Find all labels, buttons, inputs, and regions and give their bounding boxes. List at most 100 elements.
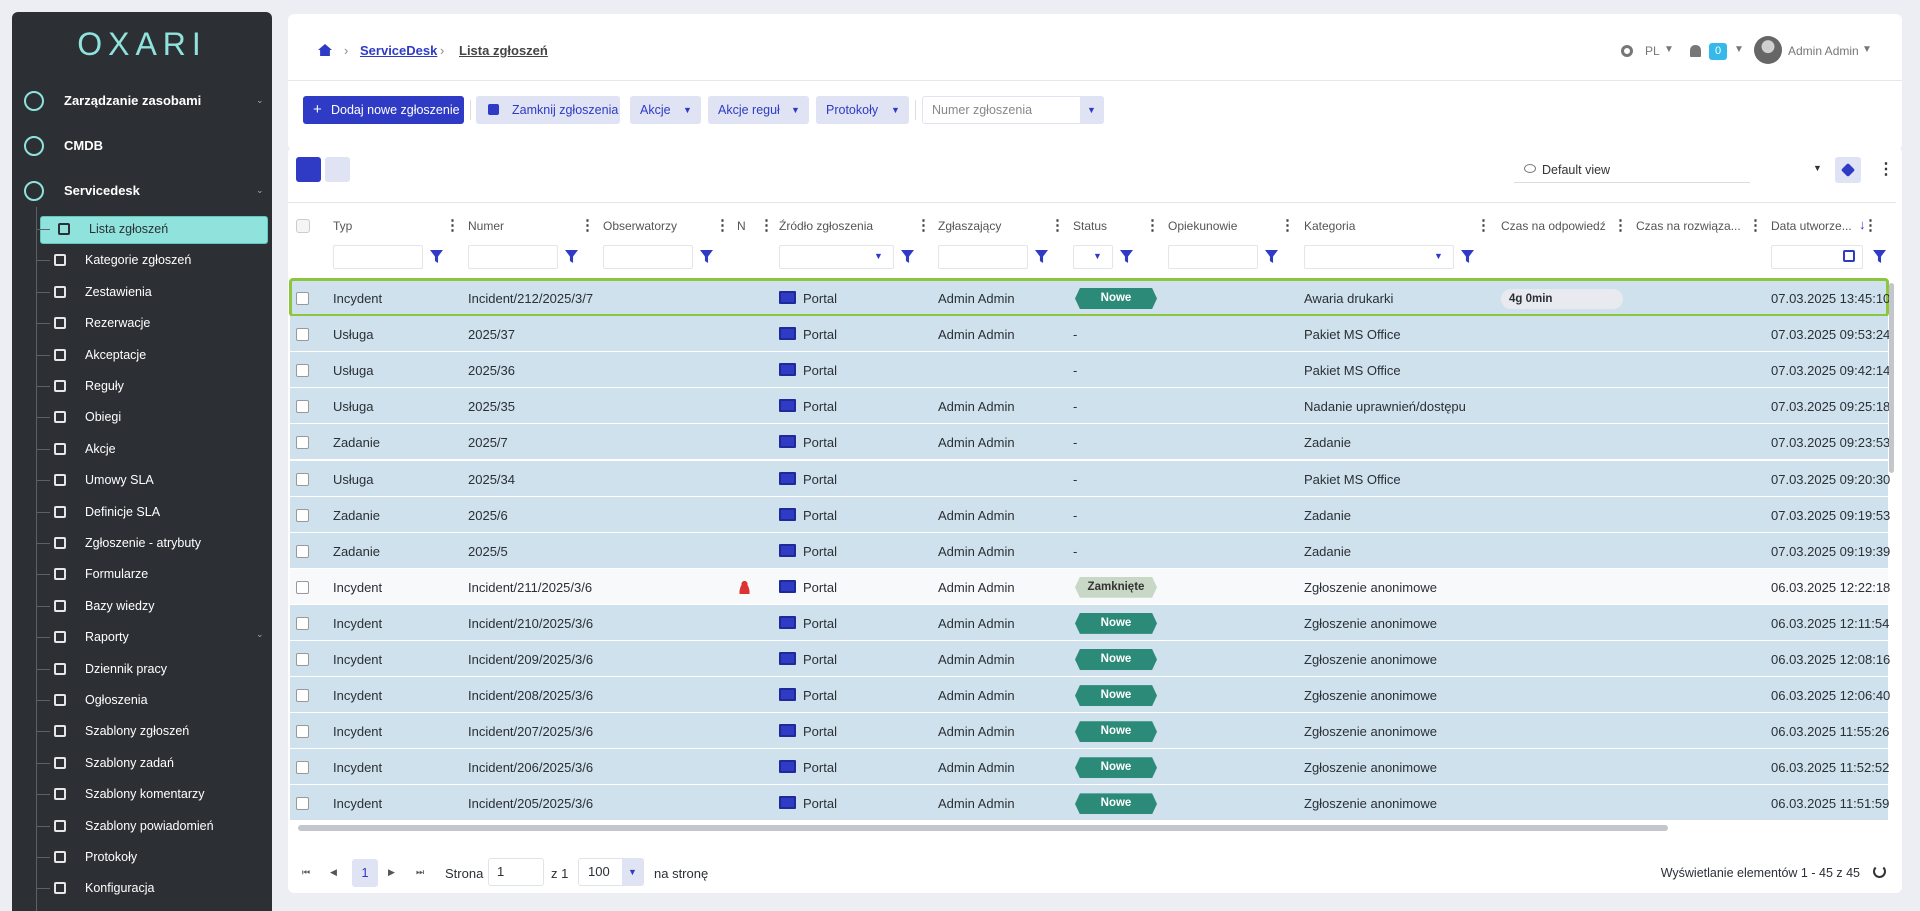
cell-number[interactable]: Incident/205/2025/3/6 <box>468 796 594 812</box>
row-checkbox[interactable] <box>296 364 309 378</box>
filter-input[interactable] <box>1073 245 1113 269</box>
view-select[interactable]: Default view <box>1514 157 1750 183</box>
filter-input[interactable] <box>779 245 894 269</box>
cell-number[interactable]: Incident/207/2025/3/6 <box>468 724 594 740</box>
nav-section[interactable]: Servicedesk <box>64 183 140 198</box>
columns-view-button[interactable] <box>325 157 350 182</box>
row-checkbox[interactable] <box>296 400 309 414</box>
nav-item[interactable]: Kategorie zgłoszeń <box>85 253 192 268</box>
nav-item[interactable]: Konfiguracja <box>85 881 155 896</box>
cell-number[interactable]: Incident/209/2025/3/6 <box>468 652 594 667</box>
protocols-button[interactable]: Protokoły <box>816 96 909 124</box>
nav-item[interactable]: Akceptacje <box>85 347 147 362</box>
column-menu[interactable]: ⋮ <box>1613 217 1628 234</box>
table-row[interactable] <box>290 388 1888 425</box>
nav-item[interactable]: Definicje SLA <box>85 504 161 519</box>
cell-number[interactable]: 2025/6 <box>468 507 508 523</box>
row-checkbox[interactable] <box>296 436 309 450</box>
cell-number[interactable]: Incident/206/2025/3/6 <box>468 760 594 776</box>
pager-nav[interactable]: ◀ <box>330 867 337 877</box>
table-row[interactable] <box>290 532 1888 569</box>
filter-button[interactable] <box>700 250 713 263</box>
cell-number[interactable]: 2025/7 <box>468 435 508 451</box>
pager-nav[interactable]: ▶ <box>388 867 395 877</box>
cell-number[interactable]: Incident/211/2025/3/6 <box>468 579 593 595</box>
rule-actions-button[interactable]: Akcje reguł <box>708 96 809 124</box>
row-checkbox[interactable] <box>296 725 309 739</box>
column-menu[interactable]: ⋮ <box>1863 217 1878 234</box>
column-menu[interactable]: ⋮ <box>445 217 460 234</box>
avatar[interactable] <box>1754 36 1782 64</box>
nav-section[interactable]: CMDB <box>64 138 103 153</box>
pager-nav[interactable]: ⏮ <box>302 867 311 877</box>
column-menu[interactable]: ⋮ <box>916 217 931 234</box>
row-checkbox[interactable] <box>296 544 309 558</box>
column-header[interactable]: Czas na odpowiedź <box>1501 219 1606 233</box>
cell-number[interactable]: 2025/34 <box>468 471 515 487</box>
select-all[interactable] <box>296 219 310 233</box>
user-name[interactable]: Admin Admin <box>1788 44 1859 58</box>
filter-button[interactable] <box>1873 250 1886 263</box>
row-checkbox[interactable] <box>296 616 309 630</box>
column-menu[interactable]: ⋮ <box>1050 217 1065 234</box>
filter-input[interactable] <box>603 245 693 269</box>
filter-input[interactable] <box>333 245 423 269</box>
filter-button[interactable] <box>430 250 443 263</box>
nav-item[interactable]: Dziennik pracy <box>85 661 167 676</box>
table-row[interactable] <box>290 352 1888 389</box>
date-filter-input[interactable] <box>1771 245 1863 269</box>
nav-item[interactable]: Lista zgłoszeń <box>89 222 169 236</box>
nav-item[interactable]: Szablony zadań <box>85 755 174 770</box>
cell-number[interactable]: 2025/36 <box>468 363 515 379</box>
filter-button[interactable] <box>1265 250 1278 263</box>
column-menu[interactable]: ⋮ <box>1145 217 1160 234</box>
nav-item[interactable]: Akcje <box>85 441 116 456</box>
filter-button[interactable] <box>901 250 914 263</box>
column-header[interactable]: N <box>737 219 746 233</box>
row-checkbox[interactable] <box>296 689 309 703</box>
nav-item[interactable]: Protokoły <box>85 850 138 864</box>
filter-input[interactable] <box>1304 245 1454 269</box>
refresh[interactable] <box>1873 865 1886 878</box>
cell-number[interactable]: Incident/212/2025/3/7 <box>468 291 594 306</box>
column-menu[interactable]: ⋮ <box>1476 217 1491 234</box>
row-checkbox[interactable] <box>296 653 309 666</box>
bell-icon[interactable] <box>1690 45 1701 57</box>
table-row[interactable] <box>290 460 1888 497</box>
row-checkbox[interactable] <box>296 761 309 775</box>
filter-button[interactable] <box>565 250 578 263</box>
home-icon[interactable] <box>318 44 332 56</box>
page-input[interactable]: 1 <box>488 858 544 886</box>
row-checkbox[interactable] <box>296 580 309 594</box>
notification-badge[interactable]: 0 <box>1709 43 1727 60</box>
filter-button[interactable] <box>1120 250 1133 263</box>
nav-item[interactable]: Raporty <box>85 630 129 645</box>
filter-button[interactable] <box>1461 250 1474 263</box>
nav-item[interactable]: Szablony komentarzy <box>85 787 205 802</box>
nav-item[interactable]: Umowy SLA <box>85 473 154 488</box>
row-checkbox[interactable] <box>296 797 309 811</box>
column-header[interactable]: Zgłaszający <box>938 219 1002 233</box>
cell-number[interactable]: Incident/210/2025/3/6 <box>468 615 594 631</box>
close-button[interactable]: Zamknij zgłoszenia <box>476 96 620 124</box>
column-menu[interactable]: ⋮ <box>759 217 774 234</box>
more-menu[interactable]: ⋮ <box>1878 161 1894 178</box>
row-checkbox[interactable] <box>296 328 309 342</box>
column-header[interactable]: Data utworze... <box>1771 219 1852 233</box>
column-header[interactable]: Obserwatorzy <box>603 219 678 233</box>
column-header[interactable]: Typ <box>333 219 353 233</box>
column-header[interactable]: Źródło zgłoszenia <box>779 219 874 233</box>
nav-item[interactable]: Ogłoszenia <box>85 693 148 707</box>
column-header[interactable]: Opiekunowie <box>1168 219 1238 233</box>
settings-icon[interactable] <box>1621 45 1633 57</box>
nav-item[interactable]: Szablony zgłoszeń <box>85 724 190 739</box>
language[interactable]: PL <box>1645 44 1660 58</box>
column-menu[interactable]: ⋮ <box>1748 217 1763 234</box>
column-header[interactable]: Kategoria <box>1304 219 1356 233</box>
table-row[interactable] <box>290 316 1888 353</box>
row-checkbox[interactable] <box>296 508 309 522</box>
breadcrumb-current[interactable]: Lista zgłoszeń <box>459 43 548 58</box>
nav-item[interactable]: Szablony powiadomień <box>85 818 214 833</box>
nav-item[interactable]: Reguły <box>85 379 124 393</box>
search-dropdown[interactable]: ▼ <box>1080 97 1103 123</box>
